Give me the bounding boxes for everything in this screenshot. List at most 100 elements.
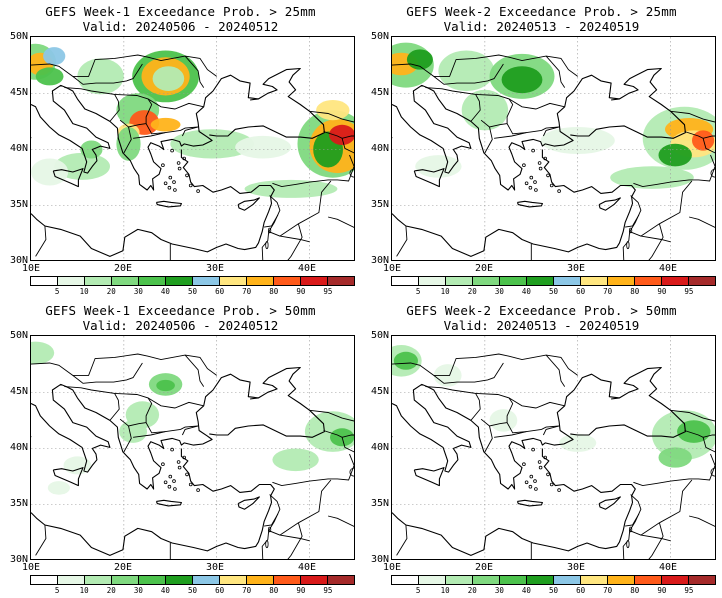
island <box>177 166 182 171</box>
border-line <box>688 515 715 527</box>
colorbar-tick-label: 50 <box>548 586 559 595</box>
border-line <box>542 425 560 436</box>
colorbar-swatch <box>500 277 527 285</box>
island <box>524 181 529 186</box>
island <box>537 161 542 165</box>
border-line <box>147 98 204 110</box>
panel-valid-dates: Valid: 20240513 - 20240519 <box>443 19 640 34</box>
border-line <box>506 123 560 135</box>
panel-valid-dates: Valid: 20240506 - 20240512 <box>82 19 279 34</box>
island <box>176 161 181 165</box>
lake <box>349 467 354 477</box>
lat-label-40n: 40N <box>9 442 28 453</box>
lon-label-30e: 30E <box>205 263 225 274</box>
panel-title: GEFS Week-1 Exceedance Prob. > 50mm <box>45 303 316 318</box>
island <box>533 479 537 483</box>
aegean-islands <box>161 148 200 193</box>
border-line <box>702 138 715 154</box>
border-line <box>648 223 664 260</box>
lon-label-40e: 40E <box>297 263 317 274</box>
probability-contour <box>54 152 110 180</box>
probability-contour <box>540 127 615 154</box>
colorbar-tick-label: 40 <box>521 586 531 595</box>
border-line <box>261 530 270 559</box>
colorbar-tick-label: 20 <box>467 287 477 296</box>
island <box>534 487 538 491</box>
border-line <box>147 397 204 409</box>
island <box>538 166 543 171</box>
colorbar-tick-label: 95 <box>684 287 694 296</box>
colorbar-tick-label: 10 <box>79 287 89 296</box>
island <box>531 447 535 452</box>
border-line <box>35 524 47 556</box>
colorbar-swatch <box>608 576 635 584</box>
border-line <box>670 409 715 422</box>
border-line <box>123 126 132 154</box>
probability-contour <box>119 420 147 443</box>
gridlines <box>31 336 354 559</box>
probability-map <box>30 36 355 261</box>
colorbar-swatch <box>220 277 247 285</box>
island <box>173 487 177 491</box>
colorbar-swatch <box>635 576 662 584</box>
colorbar-swatch <box>392 277 419 285</box>
island <box>168 175 173 180</box>
border-line <box>396 524 408 556</box>
colorbar-tick-label: 30 <box>133 586 143 595</box>
colorbar-tick-label: 10 <box>79 586 89 595</box>
island <box>182 156 187 161</box>
colorbar-labels: 5 10 20 30 40 50 60 70 80 90 95 <box>30 586 355 596</box>
lat-label-40n: 40N <box>9 143 28 154</box>
colorbar-tick-label: 50 <box>187 287 198 296</box>
coastline <box>516 200 543 208</box>
colorbar-tick-label: 80 <box>269 586 279 595</box>
border-line <box>184 55 205 88</box>
colorbar-tick-label: 50 <box>187 586 198 595</box>
border-line <box>648 522 664 559</box>
probability-contour <box>272 448 319 472</box>
panel-title: GEFS Week-2 Exceedance Prob. > 50mm <box>406 303 677 318</box>
lake <box>626 241 630 250</box>
lat-label-50n: 50N <box>9 330 28 341</box>
probability-field <box>392 42 715 189</box>
island <box>531 148 535 153</box>
island <box>534 188 538 192</box>
island <box>546 472 550 477</box>
border-line <box>433 362 504 384</box>
colorbar-swatch <box>193 576 220 584</box>
colorbar-tick-label: 60 <box>576 287 586 296</box>
island <box>173 188 177 192</box>
probability-contour <box>501 66 543 94</box>
island <box>168 474 173 479</box>
border-line <box>287 223 303 260</box>
border-line <box>475 392 514 427</box>
lon-label-40e: 40E <box>658 263 678 274</box>
lat-label-35n: 35N <box>9 199 28 210</box>
probability-field <box>31 43 354 198</box>
lat-label-30n: 30N <box>370 255 389 266</box>
border-line <box>123 425 132 453</box>
colorbar-swatch <box>31 277 58 285</box>
island <box>172 479 176 483</box>
border-line <box>545 354 566 387</box>
colorbar-tick-label: 40 <box>160 586 170 595</box>
map-canvas <box>392 37 715 260</box>
colorbar-tick-label: 80 <box>630 586 640 595</box>
coastline <box>31 366 325 490</box>
colorbar-swatch <box>328 576 354 584</box>
island <box>196 189 200 193</box>
colorbar-swatch <box>581 277 608 285</box>
probability-contour <box>150 117 181 132</box>
colorbar-tick-label: 70 <box>603 586 613 595</box>
colorbar-swatch <box>608 277 635 285</box>
colorbar-tick-label: 80 <box>630 287 640 296</box>
lat-label-30n: 30N <box>370 554 389 565</box>
probability-contour <box>235 135 291 159</box>
colorbar-swatch <box>662 576 689 584</box>
probability-contour <box>658 143 692 167</box>
country-borders <box>392 353 715 559</box>
border-line <box>309 110 354 123</box>
border-line <box>287 522 303 559</box>
panel-week2-25mm: GEFS Week-2 Exceedance Prob. > 25mm Vali… <box>361 0 722 299</box>
probability-contour <box>43 47 66 66</box>
